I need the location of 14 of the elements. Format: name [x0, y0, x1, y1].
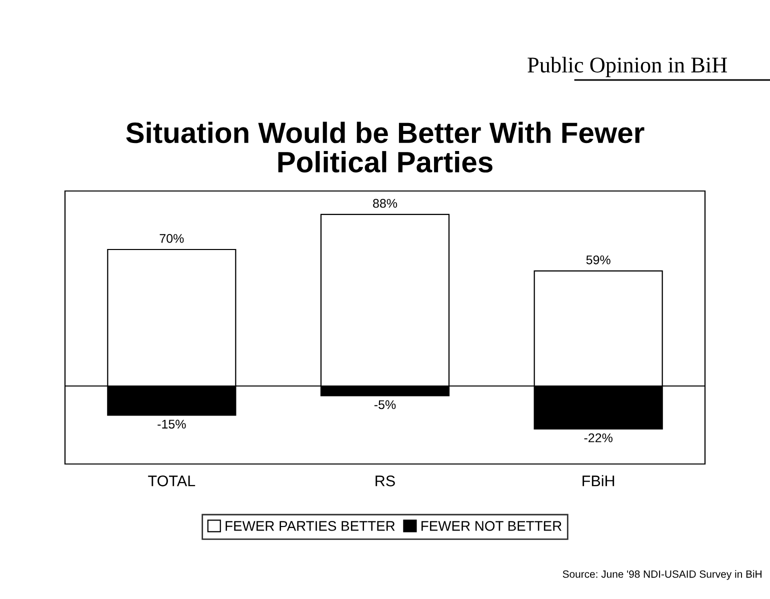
data-label: 59% [586, 255, 610, 264]
data-label: 70% [160, 234, 184, 243]
data-label: -5% [374, 400, 396, 410]
data-label: -22% [584, 433, 612, 442]
chart-title: Situation Would be Better With Fewer Political Parties [126, 122, 644, 172]
source-note: Source: June '98 NDI-USAID Survey in BiH [562, 570, 762, 580]
legend-label: FEWER NOT BETTER [422, 521, 562, 531]
x-tick-label: RS [376, 476, 395, 486]
data-label: -15% [158, 420, 186, 429]
legend-label: FEWER PARTIES BETTER [226, 521, 395, 531]
x-tick-label: TOTAL [148, 476, 196, 486]
chart-subtitle: Public Opinion in BiH [528, 56, 727, 78]
data-label: 88% [373, 198, 398, 208]
x-tick-label: FBiH [582, 475, 614, 486]
